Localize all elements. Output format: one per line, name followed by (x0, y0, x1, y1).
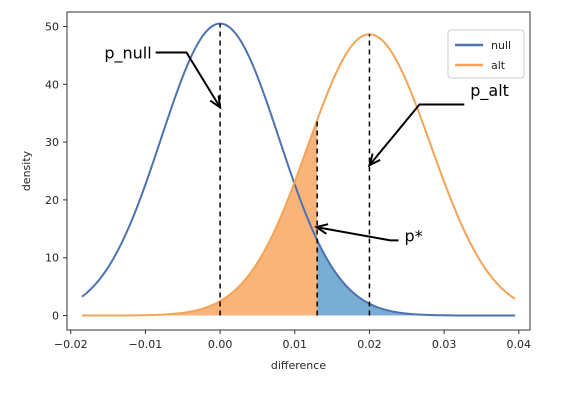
annotations: p_null p_alt p* (104, 43, 509, 245)
annotation-arrow-line (316, 226, 399, 242)
x-tick-label: −0.02 (54, 338, 88, 351)
annotation-label: p_alt (470, 81, 509, 101)
x-axis-label: difference (271, 359, 326, 372)
annotation-label: p* (405, 227, 423, 246)
legend: null alt (447, 29, 525, 79)
vertical-dashed-lines (219, 23, 371, 316)
x-tick-label: 0.00 (208, 338, 233, 351)
x-tick-label: 0.03 (432, 338, 457, 351)
plot-frame (66, 11, 531, 331)
y-tick-label: 0 (52, 310, 59, 323)
x-tick-label: 0.01 (283, 338, 308, 351)
shaded-regions (81, 120, 516, 316)
x-tick-label: −0.01 (129, 338, 163, 351)
shaded-area-alt (81, 120, 318, 316)
y-tick-label: 50 (45, 20, 59, 33)
shaded-area-null (317, 240, 516, 316)
y-tick-label: 30 (45, 136, 59, 149)
annotation-arrow-line (368, 103, 465, 166)
x-axis: −0.02 −0.01 0.00 0.01 0.02 0.03 0.04 (54, 330, 531, 351)
annotation-arrow-line (155, 51, 221, 108)
y-axis: 0 10 20 30 40 50 (45, 20, 67, 323)
x-tick-label: 0.04 (507, 338, 532, 351)
annotation-arrow-head (314, 223, 329, 235)
annotation-label: p_null (104, 43, 151, 63)
x-tick-label: 0.02 (357, 338, 382, 351)
annotation-arrow-head (209, 95, 222, 110)
legend-box (447, 29, 525, 79)
density-curves (81, 22, 516, 317)
y-tick-label: 10 (45, 252, 59, 265)
y-tick-label: 20 (45, 194, 59, 207)
annotation-arrow-head (367, 153, 381, 168)
curve-null (81, 22, 516, 317)
y-axis-label: density (20, 150, 33, 191)
curve-alt (81, 33, 516, 317)
plot-area (81, 22, 516, 317)
y-tick-label: 40 (45, 78, 59, 91)
legend-label-alt: alt (491, 59, 506, 72)
legend-label-null: null (491, 39, 511, 52)
